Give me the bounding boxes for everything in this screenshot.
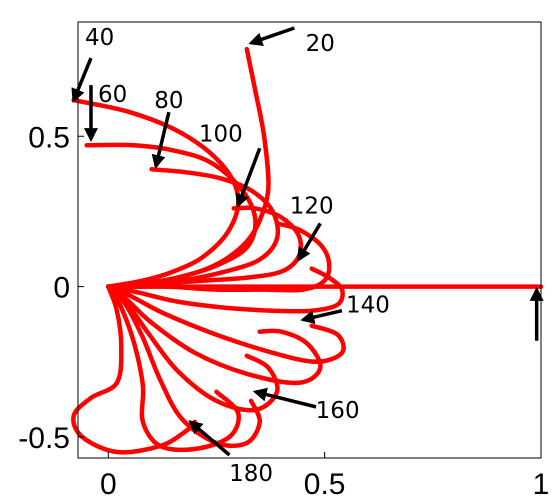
annotation-label: 140 — [346, 293, 390, 319]
series-line-4 — [106, 167, 281, 289]
annotation-label: 180 — [229, 461, 273, 487]
annotation-label: 100 — [199, 121, 243, 147]
series-layer — [71, 46, 544, 455]
annotation-arrow-8 — [252, 387, 317, 409]
y-tick-label: -0.5 — [18, 422, 70, 455]
x-tick-label: 0.5 — [304, 468, 346, 501]
annotation-label: 160 — [316, 398, 360, 424]
series-line-12 — [106, 284, 262, 449]
plot-frame — [77, 21, 542, 459]
annotation-arrow-6 — [297, 222, 322, 262]
series-line-3 — [84, 142, 258, 289]
series-line-9 — [106, 284, 346, 365]
series-line-8 — [106, 266, 345, 314]
annotation-label: 120 — [290, 193, 334, 219]
annotation-arrow-5 — [235, 147, 262, 209]
annotation-arrow-9 — [188, 420, 231, 457]
annotation-label: 80 — [154, 88, 183, 114]
annotation-arrow-7 — [300, 308, 343, 324]
x-tick-label: 1 — [533, 468, 550, 501]
annotation-label: 60 — [98, 82, 127, 108]
y-tick-label: 0 — [53, 272, 70, 305]
annotation-arrow-1 — [248, 26, 295, 46]
annotation-label: 40 — [85, 25, 114, 51]
series-line-2 — [71, 97, 241, 289]
series-line-11 — [106, 284, 280, 413]
series-line-14 — [71, 284, 198, 455]
annotation-layer: 20 40 60 80 100 120 140 160 180 — [71, 25, 544, 487]
annotation-arrow-4 — [151, 111, 171, 170]
annotation-label: 20 — [306, 31, 335, 57]
tick-layer: 0 0.5 1 0.5 0 -0.5 — [18, 121, 549, 501]
annotation-arrow-2 — [71, 57, 93, 103]
series-line-13 — [106, 284, 241, 453]
y-tick-label: 0.5 — [28, 121, 70, 154]
x-tick-label: 0 — [100, 468, 117, 501]
